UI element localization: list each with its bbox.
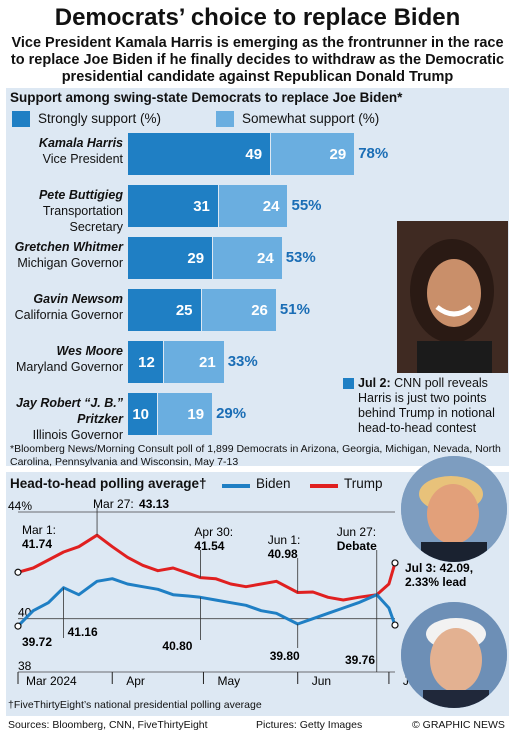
page-title: Democrats’ choice to replace Biden	[54, 4, 461, 31]
trump-series-line	[17, 533, 397, 602]
annotation-apr30-label: Apr 30:	[194, 525, 233, 539]
bar-somewhat: 29	[271, 133, 355, 175]
annotation-jul3-label: Jul 3: 42.09,	[405, 561, 473, 575]
footer-sources: Sources: Bloomberg, CNN, FiveThirtyEight	[8, 719, 208, 731]
person-role: Maryland Governor	[16, 360, 123, 374]
donald-trump-portrait-icon	[401, 456, 507, 562]
legend-biden-line	[222, 484, 250, 488]
legend-trump-label: Trump	[344, 476, 383, 491]
biden-end-marker	[391, 621, 399, 629]
bar-total-label: 29%	[216, 405, 247, 422]
harris-caption-text: CNN poll reveals Harris is just two poin…	[358, 376, 495, 435]
person-role: California Governor	[14, 308, 123, 322]
harris-caption-date: Jul 2:	[358, 376, 391, 390]
bar-strong: 29	[128, 237, 213, 279]
bar-total-label: 55%	[291, 197, 322, 214]
legend-biden-label: Biden	[256, 476, 291, 491]
x-tick-label: May	[217, 674, 240, 688]
bar-total-label: 51%	[279, 301, 310, 318]
person-label: Jay Robert “J. B.” Pritzker Illinois Gove…	[10, 395, 123, 443]
person-name: Gretchen Whitmer	[14, 240, 123, 254]
kamala-harris-portrait-icon	[397, 221, 508, 373]
person-name: Gavin Newsom	[33, 292, 123, 306]
annotation-mar27-label: Mar 27:	[93, 497, 134, 511]
trump-end-marker	[391, 559, 399, 567]
legend-somewhat-swatch	[216, 111, 234, 127]
bar-somewhat: 24	[213, 237, 282, 279]
legend-strong-label: Strongly support (%)	[38, 111, 162, 126]
annotation-biden-jun1: 39.80	[270, 649, 300, 663]
biden-start-marker	[14, 622, 22, 630]
joe-biden-photo	[401, 602, 507, 708]
y-tick-label: 44%	[8, 499, 32, 513]
annotation-mar1-label: Mar 1:	[22, 523, 56, 537]
person-role: Transportation Secretary	[42, 204, 123, 234]
annotation-biden-apr30: 40.80	[162, 639, 192, 653]
person-label: Gretchen Whitmer Michigan Governor	[10, 239, 123, 271]
annotation-biden-end: 39.76	[345, 653, 375, 667]
bar-total-label: 33%	[227, 353, 258, 370]
trump-start-marker	[14, 568, 22, 576]
bar-somewhat: 21	[163, 341, 224, 383]
person-role: Michigan Governor	[17, 256, 123, 270]
bar-total-label: 78%	[358, 145, 389, 162]
annotation-biden-mar: 41.16	[68, 625, 98, 639]
person-label: Kamala Harris Vice President	[10, 135, 123, 167]
person-name: Kamala Harris	[38, 136, 123, 150]
bar-somewhat: 24	[218, 185, 288, 227]
biden-series-line	[16, 577, 397, 628]
person-label: Pete Buttigieg Transportation Secretary	[10, 187, 123, 235]
bar-chart-footnote: *Bloomberg News/Morning Consult poll of …	[10, 443, 501, 468]
x-tick-label: Apr	[126, 674, 145, 688]
person-role: Illinois Governor	[32, 428, 123, 442]
person-name: Jay Robert “J. B.” Pritzker	[16, 396, 123, 426]
person-name: Wes Moore	[56, 344, 123, 358]
line-chart-footnote: †FiveThirtyEight’s national presidential…	[8, 699, 262, 711]
harris-caption-marker	[343, 378, 354, 389]
joe-biden-portrait-icon	[401, 602, 507, 708]
bar-chart-heading: Support among swing-state Democrats to r…	[10, 90, 403, 105]
annotation-apr30-value: 41.54	[194, 539, 224, 553]
y-tick-label: 38	[18, 659, 32, 673]
line-chart-heading: Head-to-head polling average†	[10, 476, 207, 491]
x-tick-label: Jun	[312, 674, 331, 688]
bar-strong: 25	[128, 289, 201, 331]
person-name: Pete Buttigieg	[38, 188, 123, 202]
annotation-mar27-value: 43.13	[139, 497, 169, 511]
donald-trump-photo	[401, 456, 507, 562]
legend-trump-line	[310, 484, 338, 488]
bar-total-label: 53%	[285, 249, 316, 266]
footer-pictures: Pictures: Getty Images	[256, 719, 363, 731]
person-label: Gavin Newsom California Governor	[10, 291, 123, 323]
legend-somewhat-label: Somewhat support (%)	[242, 111, 380, 126]
annotation-jun1-value: 40.98	[268, 547, 298, 561]
kamala-harris-photo	[397, 221, 508, 373]
bar-strong: 12	[128, 341, 163, 383]
annotation-debate-label: Debate	[337, 539, 377, 553]
harris-caption: Jul 2: CNN poll reveals Harris is just t…	[358, 376, 508, 436]
page-subtitle: Vice President Kamala Harris is emerging…	[10, 35, 505, 85]
annotation-jun1-label: Jun 1:	[268, 533, 301, 547]
person-role: Vice President	[42, 152, 123, 166]
annotation-biden-start: 39.72	[22, 635, 52, 649]
bar-strong: 31	[128, 185, 218, 227]
person-label: Wes Moore Maryland Governor	[10, 343, 123, 375]
legend-strong-swatch	[12, 111, 30, 127]
annotation-jun27-label: Jun 27:	[337, 525, 376, 539]
annotation-mar1-value: 41.74	[22, 537, 52, 551]
bar-somewhat: 26	[201, 289, 276, 331]
bar-strong: 10	[128, 393, 157, 435]
bar-somewhat: 19	[158, 393, 213, 435]
footer-credit: © GRAPHIC NEWS	[412, 719, 505, 731]
annotation-jul3-lead: 2.33% lead	[405, 575, 466, 589]
bar-strong: 49	[128, 133, 271, 175]
x-tick-label: Mar 2024	[26, 674, 77, 688]
